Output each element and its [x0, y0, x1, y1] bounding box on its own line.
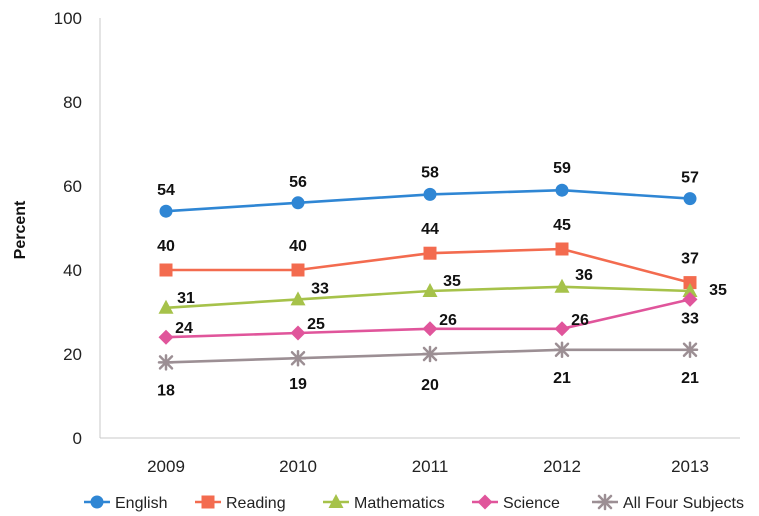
- legend-label: Reading: [226, 495, 286, 512]
- english-point: [555, 183, 569, 197]
- science-point: [290, 325, 306, 341]
- legend-marker: [201, 495, 215, 509]
- x-tick-label: 2011: [412, 457, 449, 476]
- all-four-subjects-data-label: 19: [289, 376, 307, 393]
- mathematics-data-label: 31: [177, 290, 195, 307]
- y-axis-label: Percent: [12, 200, 29, 259]
- legend-label: Science: [503, 495, 560, 512]
- science-point: [422, 321, 438, 337]
- legend-marker: [90, 495, 104, 509]
- all-four-subjects-data-label: 21: [681, 370, 699, 387]
- english-point: [423, 187, 437, 201]
- english-data-label: 56: [289, 174, 307, 191]
- reading-point: [291, 263, 305, 277]
- x-tick-labels: 2009 2010 2011 2012 2013: [147, 457, 709, 476]
- all-four-subjects-point: [421, 345, 439, 363]
- all-four-subjects-point: [157, 354, 175, 371]
- series-markers: [157, 183, 699, 371]
- y-tick-label: 0: [73, 429, 82, 448]
- y-tick-label: 40: [63, 261, 82, 280]
- english-data-label: 54: [157, 182, 175, 199]
- y-tick-label: 20: [63, 345, 82, 364]
- series-lines: [165, 188, 691, 364]
- all-four-subjects-data-label: 18: [157, 382, 175, 399]
- x-tick-label: 2010: [279, 457, 317, 476]
- science-point: [682, 291, 698, 307]
- legend-label: All Four Subjects: [623, 495, 744, 512]
- legend-marker: [328, 494, 344, 508]
- mathematics-point: [158, 299, 174, 314]
- legend-label: English: [115, 495, 167, 512]
- science-data-label: 24: [175, 320, 193, 337]
- y-tick-labels: 0 20 40 60 80 100: [54, 9, 82, 448]
- science-data-label: 26: [439, 312, 457, 329]
- science-data-label: 25: [307, 316, 325, 333]
- mathematics-data-label: 35: [443, 273, 461, 290]
- data-labels: 54 56 58 59 57 40 40 44 45 37 31 33 35 36 35 24 25 26 26 33…: [157, 160, 727, 399]
- all-four-subjects-point: [289, 349, 307, 367]
- legend-item-english: English: [84, 495, 167, 512]
- legend-label: Mathematics: [354, 495, 445, 512]
- mathematics-data-label: 35: [709, 282, 727, 299]
- mathematics-point: [682, 283, 698, 297]
- english-data-label: 58: [421, 164, 439, 181]
- all-four-subjects-data-label: 21: [553, 370, 571, 387]
- english-point: [291, 196, 305, 210]
- mathematics-data-label: 33: [311, 280, 329, 297]
- science-data-label: 26: [571, 312, 589, 329]
- reading-data-label: 45: [553, 217, 571, 234]
- mathematics-point: [554, 278, 570, 293]
- x-tick-label: 2013: [671, 457, 709, 476]
- reading-data-label: 37: [681, 251, 699, 268]
- legend-item-science: Science: [472, 494, 560, 512]
- all-four-subjects-point: [681, 341, 699, 359]
- reading-point: [159, 263, 173, 277]
- reading-point: [423, 246, 437, 260]
- mathematics-data-label: 36: [575, 267, 593, 284]
- mathematics-point: [422, 283, 438, 297]
- legend-item-mathematics: Mathematics: [323, 494, 445, 512]
- x-tick-label: 2009: [147, 457, 185, 476]
- reading-point: [683, 276, 697, 290]
- reading-data-label: 40: [157, 238, 175, 255]
- y-tick-label: 80: [63, 93, 82, 112]
- legend-item-all-four-subjects: All Four Subjects: [592, 493, 744, 512]
- reading-data-label: 40: [289, 238, 307, 255]
- legend-marker: [477, 494, 493, 510]
- science-point: [158, 329, 174, 345]
- english-data-label: 59: [553, 160, 571, 177]
- mathematics-point: [290, 291, 306, 306]
- reading-data-label: 44: [421, 221, 439, 238]
- english-data-label: 57: [681, 170, 699, 187]
- legend-item-reading: Reading: [195, 495, 286, 512]
- science-point: [554, 321, 570, 337]
- science-data-label: 33: [681, 310, 699, 327]
- all-four-subjects-point: [553, 341, 571, 359]
- english-point: [683, 192, 697, 206]
- y-tick-label: 60: [63, 177, 82, 196]
- x-tick-label: 2012: [543, 457, 581, 476]
- english-point: [159, 204, 173, 218]
- legend-marker: [596, 493, 614, 511]
- reading-point: [555, 242, 569, 256]
- all-four-subjects-data-label: 20: [421, 377, 439, 394]
- legend: English Reading Mathematics Science All Four…: [84, 493, 744, 512]
- y-tick-label: 100: [54, 9, 82, 28]
